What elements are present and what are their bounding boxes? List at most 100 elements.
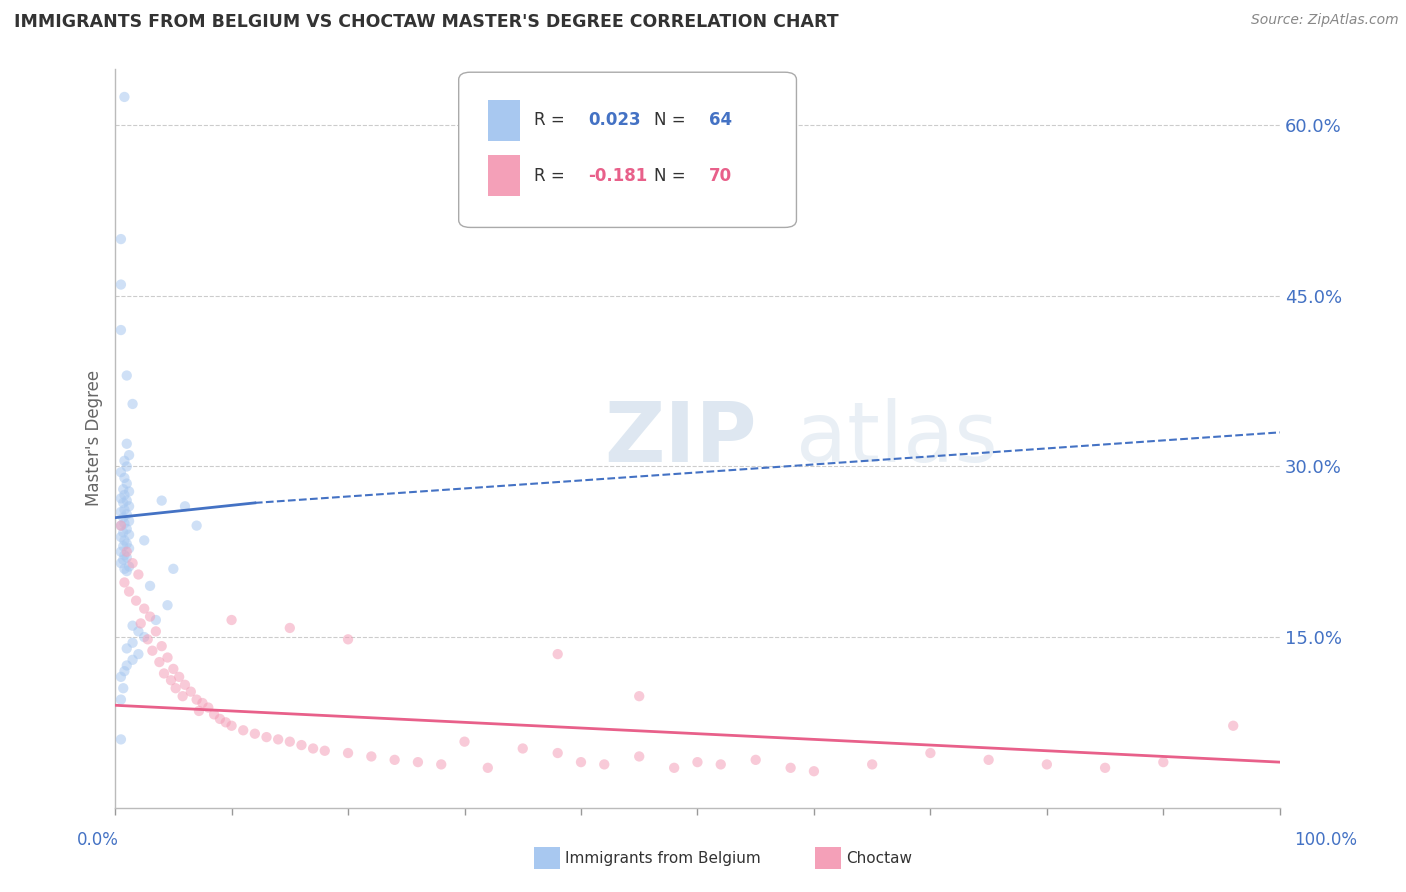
Text: N =: N = (654, 167, 692, 185)
Point (186, 692, 208, 706)
Point (145, 613, 167, 627)
Point (162, 662, 184, 676)
Point (547, 746, 569, 760)
Point (134, 630, 156, 644)
Point (180, 684, 202, 698)
Point (243, 727, 266, 741)
Point (112, 539, 135, 553)
Point (110, 505, 132, 519)
Point (202, 707, 225, 722)
Point (1036, 757, 1059, 772)
Point (172, 689, 194, 703)
Text: Immigrants from Belgium: Immigrants from Belgium (565, 851, 761, 865)
Point (1152, 755, 1174, 769)
Point (314, 744, 336, 758)
Point (115, 459, 138, 474)
Point (112, 548, 135, 562)
Point (118, 541, 141, 556)
Point (141, 643, 163, 657)
Point (110, 732, 132, 747)
Point (512, 741, 534, 756)
Point (136, 632, 159, 647)
Point (112, 90, 135, 104)
Point (134, 533, 156, 548)
Text: -0.181: -0.181 (588, 167, 647, 185)
Point (110, 323, 132, 337)
Point (232, 723, 254, 738)
Point (628, 689, 651, 703)
Point (197, 700, 219, 714)
Text: 0.023: 0.023 (588, 112, 641, 129)
Point (110, 518, 132, 533)
Y-axis label: Master's Degree: Master's Degree (86, 370, 103, 506)
Point (118, 484, 141, 499)
Point (221, 613, 243, 627)
Point (174, 500, 197, 514)
Point (118, 514, 141, 528)
Text: atlas: atlas (796, 398, 998, 479)
Point (110, 277, 132, 292)
Point (430, 757, 453, 772)
Point (110, 556, 132, 570)
Point (112, 553, 135, 567)
Point (337, 632, 360, 647)
Point (110, 530, 132, 544)
Text: N =: N = (654, 112, 692, 129)
Point (118, 500, 141, 514)
Point (115, 564, 138, 578)
Point (127, 624, 149, 639)
Point (112, 471, 135, 485)
Point (115, 641, 138, 656)
Point (121, 636, 143, 650)
Point (191, 696, 214, 710)
Point (112, 502, 135, 516)
Point (360, 749, 382, 764)
Point (134, 601, 156, 615)
Text: IMMIGRANTS FROM BELGIUM VS CHOCTAW MASTER'S DEGREE CORRELATION CHART: IMMIGRANTS FROM BELGIUM VS CHOCTAW MASTE… (14, 13, 839, 31)
Point (977, 753, 1000, 767)
Point (920, 746, 942, 760)
Point (110, 491, 132, 506)
Point (139, 609, 162, 624)
Point (115, 658, 138, 673)
Point (115, 476, 138, 491)
Point (150, 639, 173, 653)
Point (112, 562, 135, 576)
Point (112, 488, 135, 502)
Point (593, 757, 616, 772)
Text: Source: ZipAtlas.com: Source: ZipAtlas.com (1251, 13, 1399, 28)
Point (156, 650, 179, 665)
Point (215, 715, 238, 730)
Point (110, 692, 132, 706)
Point (112, 575, 135, 590)
Point (148, 655, 170, 669)
Point (278, 621, 301, 635)
Point (803, 764, 825, 779)
Point (115, 522, 138, 536)
Point (290, 738, 312, 752)
Point (115, 537, 138, 551)
Point (121, 653, 143, 667)
Point (125, 593, 148, 607)
Text: 70: 70 (709, 167, 733, 185)
Point (384, 753, 406, 767)
Point (112, 482, 135, 496)
Point (112, 454, 135, 468)
Point (118, 584, 141, 599)
Point (221, 719, 243, 733)
Point (118, 559, 141, 574)
Text: 0.0%: 0.0% (77, 831, 120, 849)
Point (302, 741, 325, 756)
Point (112, 533, 135, 548)
Point (115, 368, 138, 383)
Point (165, 681, 187, 696)
Point (1222, 719, 1244, 733)
Bar (488, 155, 520, 196)
Point (860, 757, 883, 772)
Point (160, 673, 183, 688)
Point (112, 664, 135, 678)
Point (127, 567, 149, 582)
Point (115, 493, 138, 508)
Point (118, 527, 141, 541)
Point (145, 624, 167, 639)
